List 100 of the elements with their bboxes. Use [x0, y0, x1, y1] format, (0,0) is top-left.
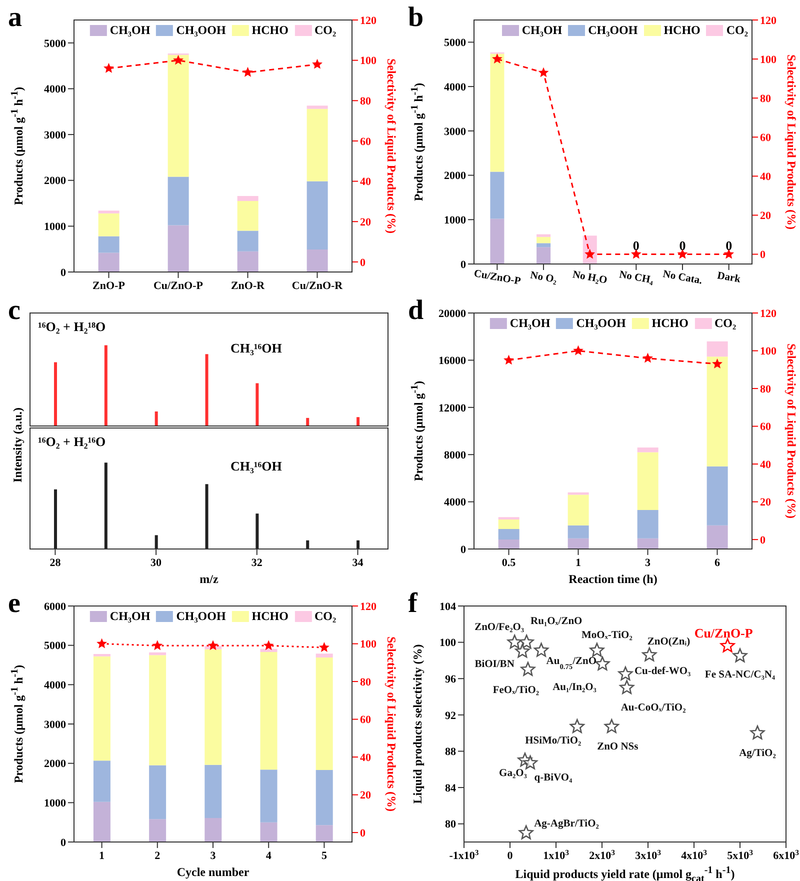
point: [570, 719, 584, 734]
y-tick-label: 16000: [438, 355, 466, 368]
y2-tick-label: 20: [360, 790, 372, 802]
legend-label: HCHO: [250, 609, 288, 624]
legend-label: CO₂: [725, 23, 748, 38]
y-tick-label: 2000: [44, 175, 66, 188]
series-label: Au$_{0.75}$/ZnO: [546, 656, 597, 671]
bar: [498, 520, 520, 529]
bar: [637, 538, 658, 549]
bar: [706, 466, 728, 526]
bar: [54, 489, 57, 549]
y2-tick-label: 100: [760, 346, 777, 358]
series-label: Fe SA-NC/C₃N₄: [704, 670, 776, 681]
y2-tick-label: 100: [760, 54, 777, 66]
legend-label: CH₃OH: [520, 23, 562, 38]
bar: [237, 230, 258, 252]
y-tick-label: 0: [460, 544, 466, 556]
bar: [54, 362, 57, 426]
bar: [93, 656, 110, 761]
bar: [316, 654, 333, 658]
y-tick-label: 5000: [444, 37, 466, 50]
y2-tick-label: 40: [360, 176, 372, 188]
y-tick-label: 4000: [444, 81, 466, 94]
y-tick-label: 20000: [438, 308, 466, 320]
bar: [149, 655, 166, 766]
x-tick-label: 6x10$^{3}$: [773, 847, 800, 862]
point: [750, 725, 765, 740]
bar: [306, 540, 310, 549]
legend-label: CO₂: [313, 23, 336, 38]
bar: [490, 172, 504, 219]
legend-label: CH₃OH: [508, 316, 550, 331]
bar: [490, 218, 504, 264]
x-tick-label: 5: [321, 850, 328, 862]
y2-tick-label: 40: [760, 171, 772, 184]
x-axis-title: m/z: [200, 572, 218, 586]
y-tick-label: 88: [445, 746, 456, 758]
bar: [316, 770, 333, 826]
y2-tick-label: 20: [760, 210, 772, 222]
x-tick-label: 4: [266, 850, 272, 862]
bar: [637, 452, 658, 510]
series-label: Au₁/In₂O₃: [552, 682, 596, 693]
y-tick-label: 3000: [44, 129, 66, 142]
y-tick-label: 0: [60, 836, 66, 849]
x-tick-label: 5x10$^{3}$: [727, 847, 754, 862]
bar: [306, 181, 328, 250]
legend-label: HCHO: [662, 23, 700, 38]
bar: [98, 252, 120, 272]
series-label: Cu-def-WO₃: [634, 666, 691, 677]
y2-tick-label: 40: [360, 752, 372, 764]
y2-tick-label: 120: [360, 14, 377, 27]
x-tick-label: 30: [150, 556, 162, 569]
point: [712, 358, 722, 368]
bar: [260, 648, 278, 652]
bar: [93, 654, 110, 656]
y2-axis-title: Selectivity of Liquid Products (%): [784, 54, 798, 230]
bar: [356, 417, 360, 426]
chart-title: a: [8, 2, 22, 33]
y2-tick-label: 100: [360, 55, 377, 68]
bar: [237, 200, 258, 231]
bar: [306, 418, 310, 426]
x-tick-label: 1x10$^{3}$: [543, 847, 570, 862]
y2-tick-label: 120: [760, 14, 777, 27]
bar: [490, 54, 504, 172]
bar: [168, 225, 189, 272]
bar: [316, 825, 333, 842]
y-tick-label: 96: [445, 673, 456, 686]
y-tick-label: 4000: [44, 84, 66, 96]
bar: [637, 510, 658, 538]
bar: [568, 494, 589, 526]
series-label: Ga₂O₃: [499, 768, 527, 779]
series-label: HSiMo/TiO₂: [525, 735, 582, 746]
point: [492, 54, 502, 64]
y2-tick-label: 0: [760, 534, 766, 546]
legend-label: CH₃OOH: [587, 23, 638, 38]
bar: [568, 525, 589, 538]
point: [520, 662, 536, 676]
point: [507, 634, 522, 649]
bar: [205, 354, 208, 426]
x-tick-label: 2: [154, 850, 161, 862]
y2-tick-label: 40: [760, 458, 772, 471]
series-label: q-BiVO₄: [534, 772, 574, 784]
y2-tick-label: 120: [760, 308, 777, 320]
bar: [706, 341, 728, 357]
legend-label: CH₃OH: [108, 609, 150, 624]
bar: [637, 448, 658, 452]
bar: [536, 243, 551, 248]
point: [642, 647, 657, 662]
y2-axis-title: Selectivity of Liquid Products (%): [384, 636, 398, 812]
x-tick-label: No Cata.: [662, 269, 704, 287]
y-tick-label: 1000: [444, 214, 466, 226]
x-tick-label: 4x10$^{3}$: [681, 847, 708, 862]
y-tick-label: 5000: [44, 640, 66, 652]
bar: [168, 176, 189, 226]
point: [173, 54, 184, 65]
x-axis-title: Reaction time (h): [568, 572, 658, 586]
y-tick-label: 2000: [444, 170, 466, 182]
y2-tick-label: 60: [360, 136, 372, 148]
bar: [498, 528, 520, 540]
y-tick-label: 4000: [44, 680, 66, 692]
bar: [306, 106, 328, 109]
